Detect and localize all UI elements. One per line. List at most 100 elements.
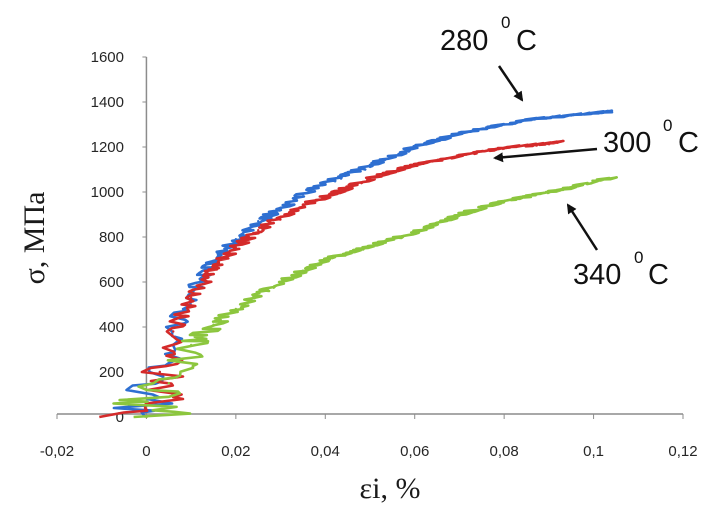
series-2-point — [525, 144, 528, 148]
series-1-point — [279, 206, 282, 209]
y-tick-label: 1400 — [91, 94, 124, 111]
x-tick-label: 0,08 — [490, 443, 519, 460]
series-3-point — [435, 222, 439, 225]
series-1-point — [525, 118, 528, 122]
series-2-point — [413, 163, 416, 167]
series-1-point — [605, 110, 609, 114]
annotation-280-superscript: 0 — [501, 13, 510, 32]
series-1-point — [216, 253, 220, 257]
x-tick-label: 0,12 — [668, 443, 697, 460]
x-tick-label: 0,04 — [311, 443, 340, 460]
series-2-point — [435, 159, 439, 162]
series-2-point — [346, 186, 349, 189]
series-2-point — [203, 276, 206, 279]
series-line-3 — [112, 176, 618, 419]
series-2-point — [556, 141, 559, 144]
series-2-point — [279, 215, 282, 218]
series-3-point — [480, 206, 483, 209]
series-1-point — [324, 181, 327, 185]
series-3-point — [234, 307, 238, 311]
annotation-340-unit: C — [648, 259, 669, 291]
annotation-340-superscript: 0 — [634, 248, 643, 267]
series-2-point — [158, 370, 162, 374]
annotation-340-arrow — [566, 203, 599, 251]
series-2-point — [234, 244, 238, 248]
series-3-point — [257, 292, 260, 295]
series-3-point — [145, 415, 148, 419]
series-3-point — [610, 177, 613, 180]
series-2-point — [172, 330, 175, 333]
series-3-point — [279, 280, 282, 284]
series-1-point — [592, 112, 595, 115]
x-tick-label: 0,1 — [583, 443, 604, 460]
series-1-point — [458, 132, 461, 135]
series-3-point — [346, 251, 349, 254]
series-2-point — [391, 170, 394, 173]
x-tick-label: 0 — [142, 443, 150, 460]
y-tick-label: 1600 — [91, 49, 124, 66]
annotation-280-value: 280 — [440, 25, 488, 57]
series-1-point — [413, 145, 416, 149]
annotation-280-arrow — [497, 65, 524, 102]
series-1-point — [301, 193, 305, 196]
y-axis-title: σ, МПа — [18, 192, 51, 285]
series-3-point — [413, 231, 416, 234]
series-line-1 — [112, 109, 614, 418]
series-3-point — [301, 269, 305, 272]
series-2-point — [502, 146, 506, 150]
series-3-point — [592, 179, 595, 182]
annotation-300-superscript: 0 — [663, 116, 672, 135]
series-1-point — [480, 127, 483, 131]
series-1-point — [257, 220, 260, 223]
series-1-point — [435, 139, 439, 142]
series-3-point — [502, 199, 506, 203]
series-2-point — [216, 260, 220, 263]
series-3-point — [368, 244, 372, 248]
x-tick-label: 0,02 — [221, 443, 250, 460]
annotation-280-unit: C — [516, 25, 537, 57]
axes-group: 0 200 400 600 800 1000 1200 1400 1600 -0,02 0 0,02 0… — [40, 49, 698, 460]
series-2-point — [368, 177, 372, 180]
series-3-point — [212, 323, 215, 326]
series-2-point — [301, 204, 305, 207]
series-2-point — [547, 142, 551, 145]
y-tick-label: 800 — [99, 229, 124, 246]
annotation-300-unit: C — [678, 127, 699, 159]
series-3-point — [458, 213, 461, 216]
series-layer — [99, 109, 618, 419]
x-axis-title: εi, % — [360, 472, 421, 505]
series-1-point — [391, 154, 394, 158]
y-tick-label: 600 — [99, 274, 124, 291]
series-1-point — [547, 116, 551, 119]
x-tick-label: 0,06 — [400, 443, 429, 460]
series-1-point — [570, 114, 573, 117]
y-tick-label: 1200 — [91, 139, 124, 156]
annotation-300-arrow — [493, 147, 598, 163]
series-2-point — [458, 154, 461, 158]
series-3-point — [189, 343, 193, 347]
annotation-300: 300 0 C — [493, 116, 699, 163]
series-3-point — [391, 238, 394, 241]
series-3-point — [525, 195, 528, 198]
series-1-point — [234, 238, 238, 241]
series-3-point — [547, 190, 551, 194]
series-3-point — [570, 186, 573, 189]
series-2-point — [257, 229, 260, 232]
series-2-point — [324, 195, 327, 198]
annotation-340: 340 0 C — [566, 203, 669, 291]
series-2-point — [189, 296, 193, 299]
annotation-280: 280 0 C — [440, 13, 537, 102]
series-3-point — [324, 258, 327, 261]
y-tick-label: 1000 — [91, 184, 124, 201]
series-3-point — [167, 382, 170, 385]
x-tick-label: -0,02 — [40, 443, 74, 460]
series-1-point — [502, 123, 506, 126]
y-tick-label: 0 — [116, 409, 124, 426]
series-2-point — [480, 150, 483, 153]
y-tick-label: 400 — [99, 319, 124, 336]
series-line-2 — [99, 139, 565, 419]
y-tick-label: 200 — [99, 364, 124, 381]
annotation-300-value: 300 — [603, 127, 651, 159]
series-1-point — [368, 163, 372, 167]
